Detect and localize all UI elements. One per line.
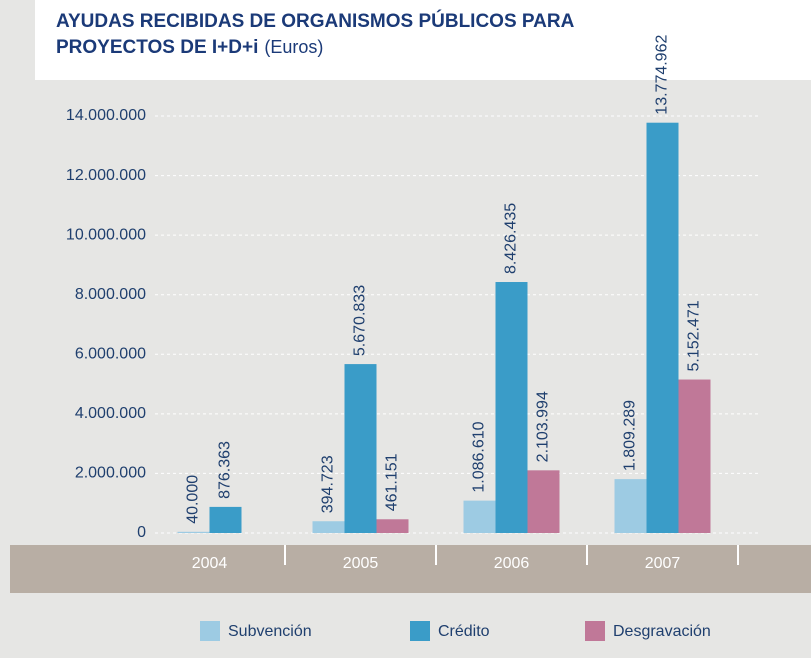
- chart-title: PROYECTOS DE I+D+i: [56, 37, 258, 58]
- data-label: 876.363: [217, 441, 234, 499]
- bar: [209, 506, 242, 533]
- legend-label: Crédito: [438, 623, 490, 640]
- y-tick-label: 8.000.000: [75, 286, 146, 303]
- y-tick-label: 2.000.000: [75, 465, 146, 482]
- chart-title-line: PROYECTOS DE I+D+i (Euros): [56, 37, 323, 58]
- chart-subtitle: (Euros): [264, 37, 323, 57]
- bar: [678, 379, 711, 533]
- bar: [614, 479, 647, 533]
- legend-label: Subvención: [228, 623, 312, 640]
- x-tick-label: 2006: [494, 555, 530, 572]
- legend-swatch: [200, 621, 220, 641]
- bar: [376, 519, 409, 533]
- data-label: 5.670.833: [352, 285, 369, 356]
- data-label: 461.151: [384, 453, 401, 511]
- x-tick-label: 2007: [645, 555, 681, 572]
- legend-swatch: [410, 621, 430, 641]
- y-tick-label: 14.000.000: [66, 107, 146, 124]
- y-tick-label: 10.000.000: [66, 226, 146, 243]
- bar: [527, 470, 560, 533]
- bar: [495, 282, 528, 533]
- data-label: 5.152.471: [686, 300, 703, 371]
- bar: [177, 531, 210, 533]
- data-label: 8.426.435: [503, 203, 520, 274]
- data-label: 1.086.610: [471, 421, 488, 492]
- bar: [463, 500, 496, 533]
- bar: [312, 521, 345, 533]
- data-label: 13.774.962: [654, 35, 671, 115]
- data-label: 2.103.994: [535, 391, 552, 462]
- y-tick-label: 6.000.000: [75, 346, 146, 363]
- x-tick-label: 2004: [192, 555, 228, 572]
- legend-swatch: [585, 621, 605, 641]
- data-label: 394.723: [320, 455, 337, 513]
- y-tick-label: 12.000.000: [66, 167, 146, 184]
- legend-label: Desgravación: [613, 623, 711, 640]
- title-box: [35, 0, 811, 80]
- chart-title: AYUDAS RECIBIDAS DE ORGANISMOS PÚBLICOS …: [56, 10, 575, 32]
- data-label: 1.809.289: [622, 400, 639, 471]
- x-tick-label: 2005: [343, 555, 379, 572]
- bar: [646, 122, 679, 534]
- data-label: 40.000: [185, 475, 202, 524]
- y-tick-label: 4.000.000: [75, 405, 146, 422]
- y-tick-label: 0: [137, 524, 146, 541]
- category-band: [10, 545, 811, 593]
- bar: [344, 364, 377, 533]
